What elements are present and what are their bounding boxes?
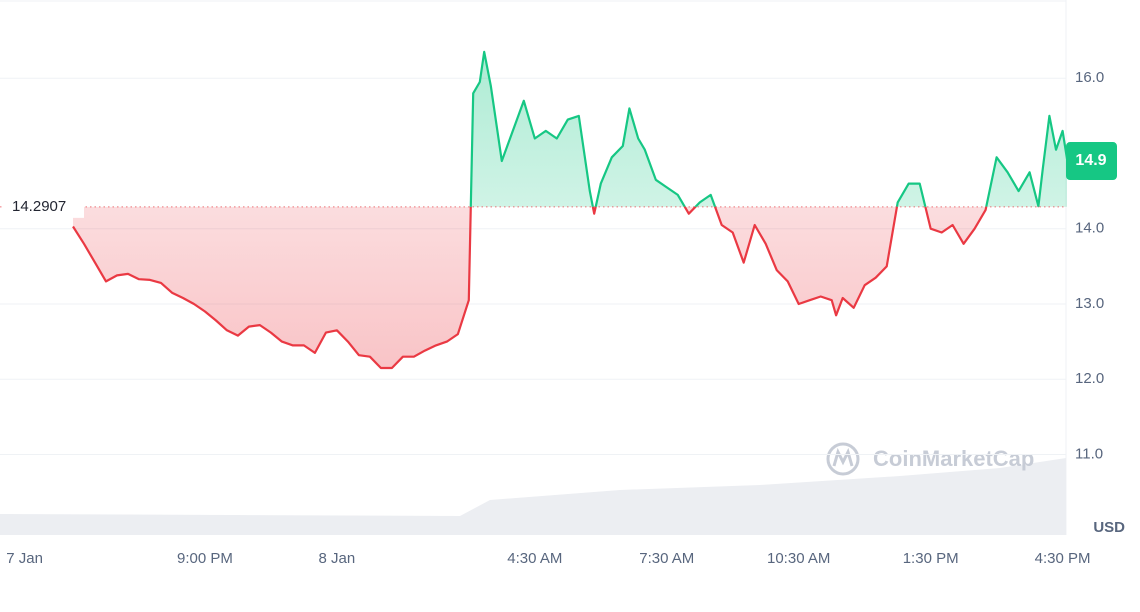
x-tick-label: 10:30 AM: [767, 550, 830, 567]
current-price-label: 14.9: [1075, 152, 1106, 169]
y-tick-label: 16.0: [1075, 69, 1104, 86]
price-line-down: [72, 206, 1040, 370]
baseline-label: 14.2907: [12, 198, 66, 215]
y-tick-label: 14.0: [1075, 220, 1104, 237]
watermark: CoinMarketCap: [826, 442, 1034, 476]
unit-label: USD: [1093, 519, 1125, 536]
x-tick-label: 8 Jan: [319, 550, 356, 567]
x-tick-label: 7:30 AM: [639, 550, 694, 567]
price-line-up: [469, 50, 1067, 207]
current-price-bg: [1066, 142, 1117, 181]
x-tick-label: 4:30 PM: [1035, 550, 1091, 567]
x-tick-label: 9:00 PM: [177, 550, 233, 567]
y-tick-label: 11.0: [1075, 445, 1103, 462]
x-tick-label: 1:30 PM: [903, 550, 959, 567]
area-up: [73, 51, 1067, 207]
volume-area: [0, 458, 1066, 535]
baseline-label-bg: [4, 195, 84, 218]
y-tick-label: 12.0: [1075, 370, 1104, 387]
area-down: [73, 206, 987, 368]
x-tick-label: 7 Jan: [6, 550, 43, 567]
y-tick-label: 13.0: [1075, 295, 1104, 312]
x-tick-label: 4:30 AM: [507, 550, 562, 567]
watermark-text: CoinMarketCap: [873, 446, 1034, 471]
